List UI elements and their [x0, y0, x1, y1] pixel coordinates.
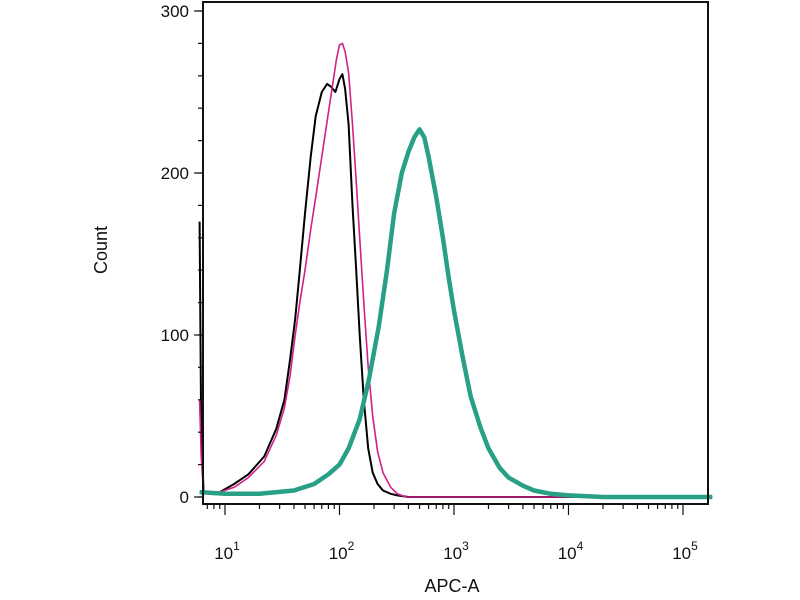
x-tick-exponent: 1	[233, 539, 240, 553]
y-tick-label: 200	[161, 164, 189, 183]
y-tick-label: 100	[161, 326, 189, 345]
series-line-3	[199, 127, 713, 500]
x-tick-base: 10	[214, 544, 233, 563]
x-tick-label: 101	[214, 539, 240, 563]
series-layer	[198, 42, 713, 500]
x-tick-base: 10	[443, 544, 462, 563]
x-tick-base: 10	[329, 544, 348, 563]
x-tick-exponent: 5	[691, 539, 698, 553]
x-tick-label: 102	[329, 539, 355, 563]
y-tick-label: 300	[161, 2, 189, 21]
x-tick-label: 103	[443, 539, 469, 563]
x-tick-label: 104	[558, 539, 584, 563]
x-tick-label: 105	[672, 539, 698, 563]
series-line-1	[198, 73, 713, 498]
x-tick-exponent: 2	[348, 539, 355, 553]
y-axis-title: Count	[91, 226, 111, 274]
x-tick-exponent: 3	[462, 539, 469, 553]
x-axis-title: APC-A	[424, 576, 479, 596]
x-tick-base: 10	[672, 544, 691, 563]
x-tick-base: 10	[558, 544, 577, 563]
series-line-2	[198, 42, 713, 498]
plot-frame	[202, 1, 709, 505]
y-tick-label: 0	[180, 488, 189, 507]
x-tick-exponent: 4	[577, 539, 584, 553]
